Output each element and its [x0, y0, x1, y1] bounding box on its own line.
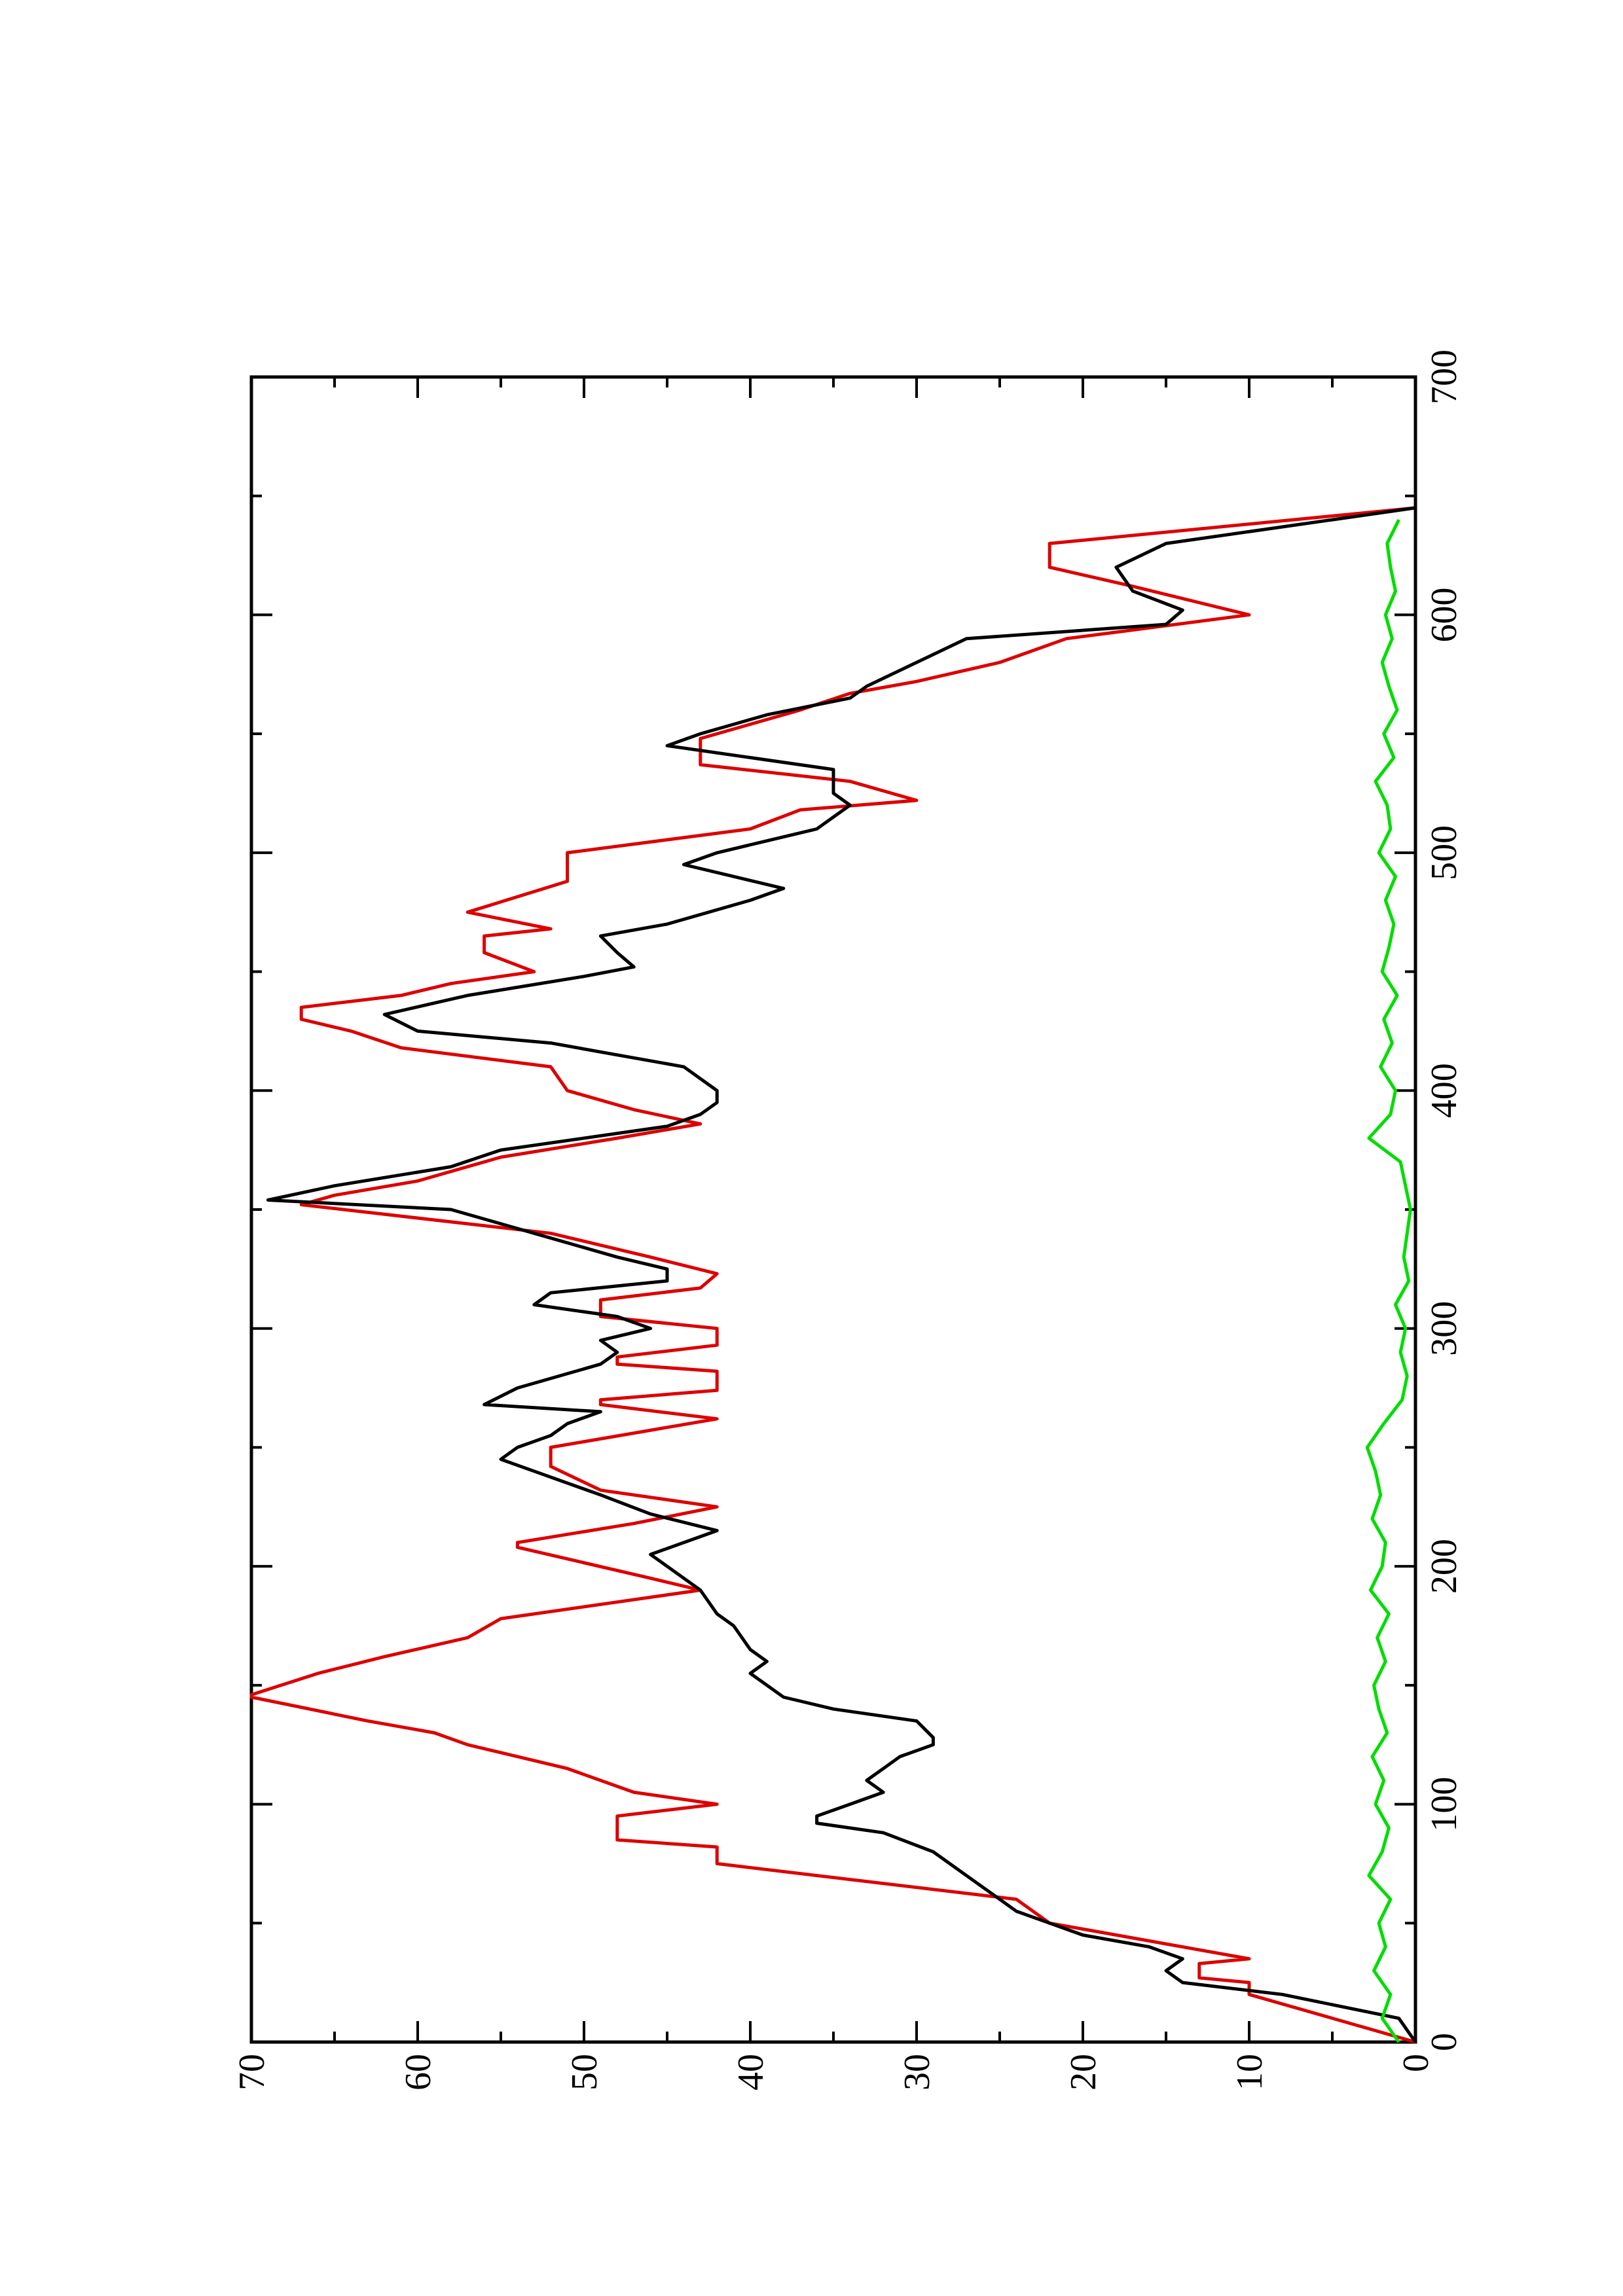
y-tick-label: 10 [1230, 2054, 1270, 2090]
plot-area: 0 100 200 300 400 500 600 700 0 10 20 30 40 50 60 70 [232, 350, 1465, 2090]
x-tick-label: 300 [1424, 1301, 1465, 1356]
y-tick-label: 20 [1063, 2054, 1104, 2090]
x-tick-label: 400 [1424, 1063, 1465, 1118]
y-tick-label: 30 [897, 2054, 938, 2090]
y-tick-label: 40 [731, 2054, 771, 2090]
y-tick-label: 50 [564, 2054, 605, 2090]
x-tick-label: 100 [1424, 1777, 1465, 1832]
y-tick-label: 0 [1396, 2054, 1436, 2072]
y-tick-label: 60 [398, 2054, 439, 2090]
y-tick-label: 70 [232, 2054, 272, 2090]
x-tick-label: 700 [1424, 350, 1465, 404]
data-line [249, 506, 1416, 2044]
data-line [1365, 518, 1412, 2043]
x-tick-label: 500 [1424, 825, 1465, 880]
x-tick-label: 0 [1424, 2033, 1465, 2051]
x-tick-label: 600 [1424, 587, 1465, 642]
data-line [266, 506, 1417, 2043]
x-tick-label: 200 [1424, 1539, 1465, 1594]
